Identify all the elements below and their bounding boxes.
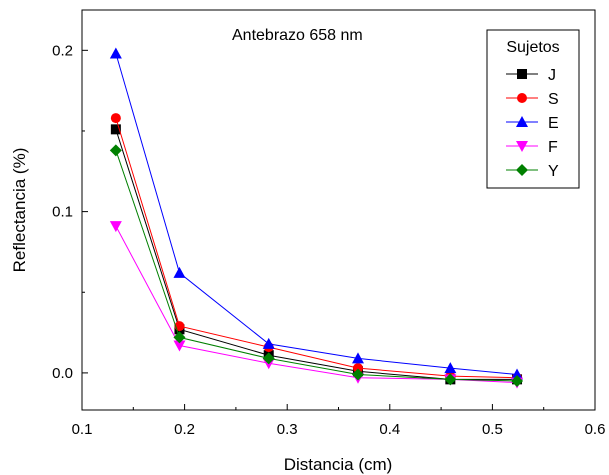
series-Y bbox=[109, 144, 524, 387]
legend-marker-E bbox=[516, 116, 528, 127]
data-point-S bbox=[352, 363, 363, 374]
legend-marker-J bbox=[517, 69, 527, 79]
data-point-J bbox=[110, 124, 121, 135]
legend-label-J: J bbox=[548, 67, 556, 84]
legend-label-F: F bbox=[548, 139, 558, 156]
y-tick-label: 0.1 bbox=[52, 204, 73, 221]
x-tick-label: 0.6 bbox=[585, 421, 606, 438]
data-point-E bbox=[351, 352, 364, 364]
legend-marker-F bbox=[516, 141, 528, 152]
data-point-Y bbox=[262, 352, 275, 365]
data-point-Y bbox=[444, 373, 457, 386]
x-tick-label: 0.1 bbox=[72, 421, 93, 438]
axes-layer: 0.1 0.2 0.3 0.4 0.5 0.6 0.0 0.1 0.2 bbox=[52, 42, 605, 438]
series-line-S bbox=[115, 117, 518, 379]
legend-marker-S bbox=[517, 93, 527, 103]
data-point-E bbox=[444, 362, 457, 374]
legend-item-Y: Y bbox=[506, 163, 559, 180]
y-axis-title: Reflectancia (%) bbox=[10, 148, 29, 273]
data-point-Y bbox=[511, 374, 524, 387]
data-point-E bbox=[173, 266, 186, 278]
x-tick-label: 0.4 bbox=[379, 421, 400, 438]
x-tick-label: 0.2 bbox=[174, 421, 195, 438]
x-tick-label: 0.5 bbox=[482, 421, 503, 438]
legend-item-J: J bbox=[506, 67, 556, 84]
data-point-Y bbox=[109, 144, 122, 157]
y-tick-label: 0.2 bbox=[52, 42, 73, 59]
x-tick-label: 0.3 bbox=[277, 421, 298, 438]
series-layer bbox=[109, 47, 524, 389]
legend-label-S: S bbox=[548, 91, 559, 108]
series-J bbox=[110, 124, 523, 385]
series-E bbox=[109, 47, 524, 380]
data-point-E bbox=[109, 47, 122, 59]
chart-title: Antebrazo 658 nm bbox=[232, 27, 363, 44]
data-point-Y bbox=[351, 368, 364, 381]
legend-title: Sujetos bbox=[506, 39, 559, 56]
legend-item-S: S bbox=[506, 91, 559, 108]
legend-label-E: E bbox=[548, 115, 559, 132]
data-point-F bbox=[173, 340, 186, 352]
series-line-F bbox=[115, 225, 518, 384]
y-tick-label: 0.0 bbox=[52, 365, 73, 382]
data-point-Y bbox=[173, 331, 186, 344]
data-point-F bbox=[109, 221, 122, 233]
data-point-S bbox=[110, 113, 121, 124]
series-line-E bbox=[115, 53, 518, 375]
legend-box bbox=[486, 29, 580, 189]
legend-marker-Y bbox=[516, 164, 528, 176]
legend-label-Y: Y bbox=[548, 163, 559, 180]
legend-item-E: E bbox=[506, 115, 559, 132]
data-point-E bbox=[511, 368, 524, 380]
legend-item-F: F bbox=[506, 139, 558, 156]
series-line-Y bbox=[115, 150, 518, 382]
x-axis-title: Distancia (cm) bbox=[284, 455, 393, 474]
data-point-E bbox=[262, 337, 275, 349]
